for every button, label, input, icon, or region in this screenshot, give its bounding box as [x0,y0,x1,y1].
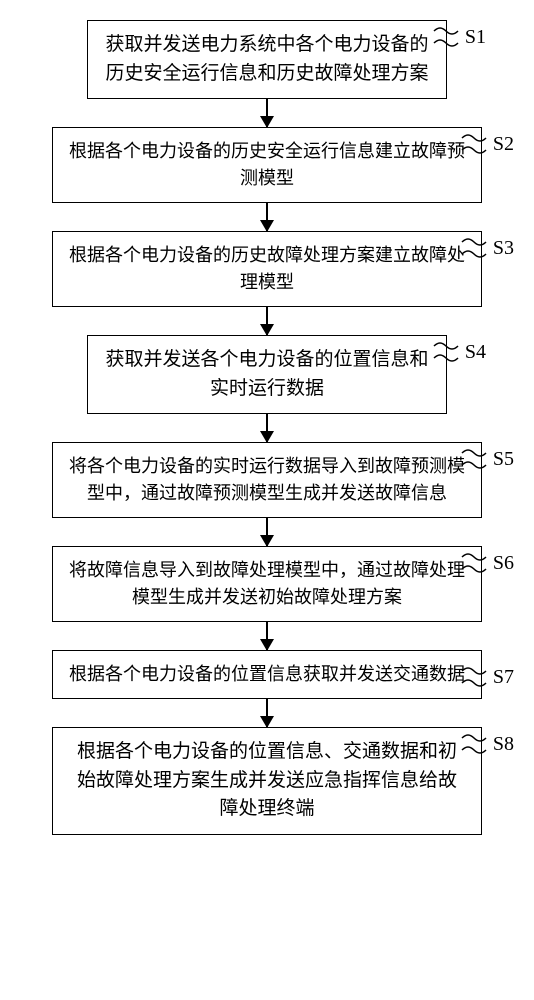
step-label-wrap-s4: S4 [433,341,486,364]
arrow-down-icon [266,307,268,335]
flowchart-container: 获取并发送电力系统中各个电力设备的历史安全运行信息和历史故障处理方案 S1 根据各个… [0,20,534,835]
step-label-text: S3 [493,237,514,260]
arrow-down-icon [266,203,268,231]
step-label-text: S6 [493,552,514,575]
arrow-down-icon [266,414,268,442]
step-label-text: S8 [493,733,514,756]
step-text: 获取并发送各个电力设备的位置信息和实时运行数据 [104,346,430,403]
step-row-s8: 根据各个电力设备的位置信息、交通数据和初始故障处理方案生成并发送应急指挥信息给故… [0,727,534,835]
step-row-s2: 根据各个电力设备的历史安全运行信息建立故障预测模型 S2 [0,127,534,203]
arrow-down-icon [266,622,268,650]
arrow-down-icon [266,99,268,127]
step-box-s3: 根据各个电力设备的历史故障处理方案建立故障处理模型 [52,231,482,307]
step-label-text: S2 [493,133,514,156]
step-text: 将故障信息导入到故障处理模型中，通过故障处理模型生成并发送初始故障处理方案 [69,557,465,611]
step-label-wrap-s1: S1 [433,26,486,49]
wavy-connector-icon [461,734,487,756]
step-text: 根据各个电力设备的历史安全运行信息建立故障预测模型 [69,138,465,192]
wavy-connector-icon [461,553,487,575]
step-text: 获取并发送电力系统中各个电力设备的历史安全运行信息和历史故障处理方案 [104,31,430,88]
wavy-connector-icon [433,342,459,364]
step-label-text: S5 [493,448,514,471]
wavy-connector-icon [461,667,487,689]
arrow-down-icon [266,699,268,727]
step-text: 根据各个电力设备的位置信息获取并发送交通数据 [69,661,465,688]
step-row-s3: 根据各个电力设备的历史故障处理方案建立故障处理模型 S3 [0,231,534,307]
step-label-wrap-s7: S7 [461,666,514,689]
wavy-connector-icon [461,449,487,471]
step-label-text: S4 [465,341,486,364]
step-row-s4: 获取并发送各个电力设备的位置信息和实时运行数据 S4 [0,335,534,414]
wavy-connector-icon [461,238,487,260]
step-box-s4: 获取并发送各个电力设备的位置信息和实时运行数据 [87,335,447,414]
step-box-s1: 获取并发送电力系统中各个电力设备的历史安全运行信息和历史故障处理方案 [87,20,447,99]
wavy-connector-icon [433,27,459,49]
step-box-s6: 将故障信息导入到故障处理模型中，通过故障处理模型生成并发送初始故障处理方案 [52,546,482,622]
step-box-s2: 根据各个电力设备的历史安全运行信息建立故障预测模型 [52,127,482,203]
step-row-s5: 将各个电力设备的实时运行数据导入到故障预测模型中，通过故障预测模型生成并发送故障… [0,442,534,518]
step-label-wrap-s3: S3 [461,237,514,260]
step-row-s1: 获取并发送电力系统中各个电力设备的历史安全运行信息和历史故障处理方案 S1 [0,20,534,99]
arrow-down-icon [266,518,268,546]
step-label-wrap-s2: S2 [461,133,514,156]
step-text: 根据各个电力设备的历史故障处理方案建立故障处理模型 [69,242,465,296]
step-label-wrap-s8: S8 [461,733,514,756]
step-label-text: S7 [493,666,514,689]
step-label-wrap-s6: S6 [461,552,514,575]
step-row-s6: 将故障信息导入到故障处理模型中，通过故障处理模型生成并发送初始故障处理方案 S6 [0,546,534,622]
step-box-s5: 将各个电力设备的实时运行数据导入到故障预测模型中，通过故障预测模型生成并发送故障… [52,442,482,518]
step-text: 根据各个电力设备的位置信息、交通数据和初始故障处理方案生成并发送应急指挥信息给故… [69,738,465,824]
step-text: 将各个电力设备的实时运行数据导入到故障预测模型中，通过故障预测模型生成并发送故障… [69,453,465,507]
wavy-connector-icon [461,134,487,156]
step-row-s7: 根据各个电力设备的位置信息获取并发送交通数据 S7 [0,650,534,699]
step-label-text: S1 [465,26,486,49]
step-box-s8: 根据各个电力设备的位置信息、交通数据和初始故障处理方案生成并发送应急指挥信息给故… [52,727,482,835]
step-label-wrap-s5: S5 [461,448,514,471]
step-box-s7: 根据各个电力设备的位置信息获取并发送交通数据 [52,650,482,699]
